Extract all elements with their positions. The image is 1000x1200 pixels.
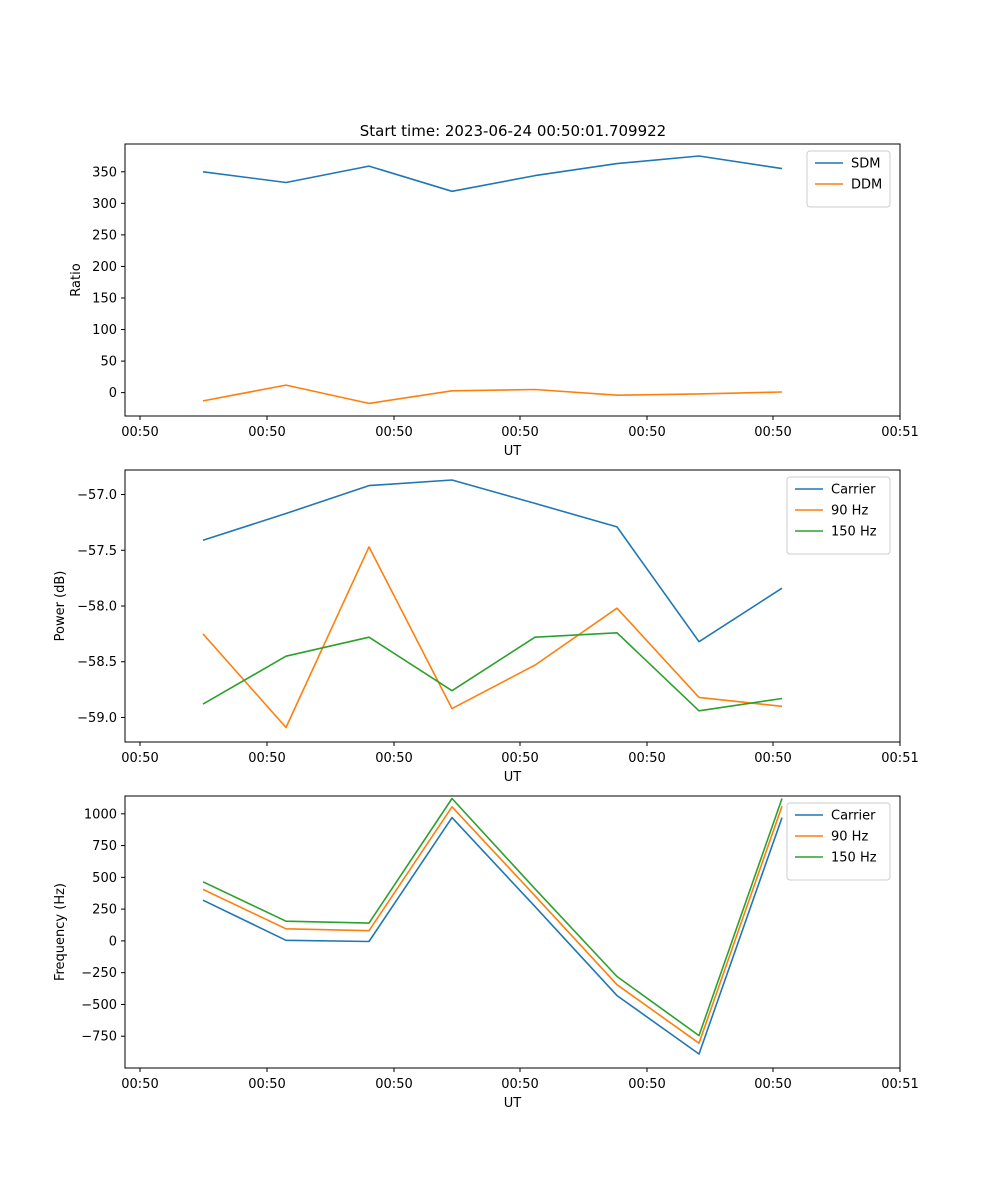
legend-label: Carrier bbox=[831, 483, 876, 498]
x-tick-label: 00:50 bbox=[501, 425, 538, 440]
y-tick-label: −500 bbox=[81, 998, 117, 1013]
x-tick-label: 00:50 bbox=[628, 751, 665, 766]
legend-label: SDM bbox=[851, 157, 880, 172]
legend-box bbox=[786, 802, 891, 881]
x-tick-label: 00:50 bbox=[375, 1077, 412, 1092]
y-tick-label: 0 bbox=[109, 386, 117, 401]
x-tick-label: 00:50 bbox=[754, 751, 791, 766]
y-tick-label: 250 bbox=[92, 228, 117, 243]
x-tick-label: 00:50 bbox=[248, 1077, 285, 1092]
y-tick-label: 250 bbox=[92, 903, 117, 918]
y-tick-label: 300 bbox=[92, 197, 117, 212]
y-tick-label: −59.0 bbox=[77, 711, 117, 726]
y-tick-label: −57.5 bbox=[77, 544, 117, 559]
y-tick-label: 500 bbox=[92, 871, 117, 886]
x-tick-label: 00:50 bbox=[628, 1077, 665, 1092]
y-axis-label: Frequency (Hz) bbox=[53, 883, 68, 981]
legend-box bbox=[806, 150, 891, 208]
y-tick-label: 100 bbox=[92, 323, 117, 338]
x-tick-label: 00:50 bbox=[121, 1077, 158, 1092]
series-line-90-hz bbox=[202, 805, 783, 1044]
y-tick-label: −250 bbox=[81, 966, 117, 981]
plot-frame bbox=[124, 143, 901, 417]
series-line-carrier bbox=[202, 816, 783, 1055]
chart-panel-2: 00:50 00:50 00:50 00:50 00:50 00:50 00:51 −59.0… bbox=[53, 469, 919, 785]
x-tick-label: 00:50 bbox=[248, 425, 285, 440]
series-line-sdm bbox=[202, 155, 783, 193]
legend-box bbox=[786, 476, 891, 555]
x-axis-label: UT bbox=[504, 444, 522, 459]
y-tick-label: 50 bbox=[100, 355, 117, 370]
legend-label: 90 Hz bbox=[831, 830, 868, 845]
y-tick-label: 350 bbox=[92, 165, 117, 180]
y-axis-label: Ratio bbox=[69, 263, 84, 296]
y-tick-label: −57.0 bbox=[77, 488, 117, 503]
x-tick-label: 00:50 bbox=[375, 751, 412, 766]
x-tick-label: 00:50 bbox=[754, 1077, 791, 1092]
x-axis-label: UT bbox=[504, 770, 522, 785]
y-tick-label: −750 bbox=[81, 1030, 117, 1045]
x-axis-label: UT bbox=[504, 1096, 522, 1111]
chart-panel-1: 00:50 00:50 00:50 00:50 00:50 00:50 00:51 0 50 10… bbox=[69, 143, 919, 459]
legend-label: 150 Hz bbox=[831, 525, 877, 540]
x-tick-label: 00:50 bbox=[121, 751, 158, 766]
series-line-90-hz bbox=[202, 546, 783, 729]
legend-label: Carrier bbox=[831, 809, 876, 824]
plot-frame bbox=[124, 469, 901, 743]
x-tick-label: 00:50 bbox=[375, 425, 412, 440]
x-tick-label: 00:51 bbox=[881, 1077, 918, 1092]
plot-frame bbox=[124, 795, 901, 1069]
y-tick-label: −58.5 bbox=[77, 655, 117, 670]
series-line-ddm bbox=[202, 384, 783, 405]
x-tick-label: 00:51 bbox=[881, 751, 918, 766]
series-line-carrier bbox=[202, 479, 783, 643]
legend-label: DDM bbox=[851, 178, 882, 193]
legend-label: 150 Hz bbox=[831, 851, 877, 866]
y-tick-label: 750 bbox=[92, 839, 117, 854]
x-tick-label: 00:50 bbox=[628, 425, 665, 440]
x-tick-label: 00:51 bbox=[881, 425, 918, 440]
x-tick-label: 00:50 bbox=[248, 751, 285, 766]
y-tick-label: −58.0 bbox=[77, 600, 117, 615]
x-tick-label: 00:50 bbox=[501, 751, 538, 766]
x-tick-label: 00:50 bbox=[501, 1077, 538, 1092]
y-axis-label: Power (dB) bbox=[53, 571, 68, 642]
x-tick-label: 00:50 bbox=[121, 425, 158, 440]
legend-label: 90 Hz bbox=[831, 504, 868, 519]
y-tick-label: 1000 bbox=[84, 807, 117, 822]
series-line-150-hz bbox=[202, 797, 783, 1037]
y-tick-label: 200 bbox=[92, 260, 117, 275]
x-tick-label: 00:50 bbox=[754, 425, 791, 440]
series-line-150-hz bbox=[202, 631, 783, 712]
chart-panel-3: 00:50 00:50 00:50 00:50 00:50 00:50 00:51 −750 −… bbox=[53, 795, 919, 1111]
figure-title: Start time: 2023-06-24 00:50:01.709922 bbox=[360, 122, 666, 140]
y-tick-label: 150 bbox=[92, 291, 117, 306]
y-tick-label: 0 bbox=[109, 934, 117, 949]
